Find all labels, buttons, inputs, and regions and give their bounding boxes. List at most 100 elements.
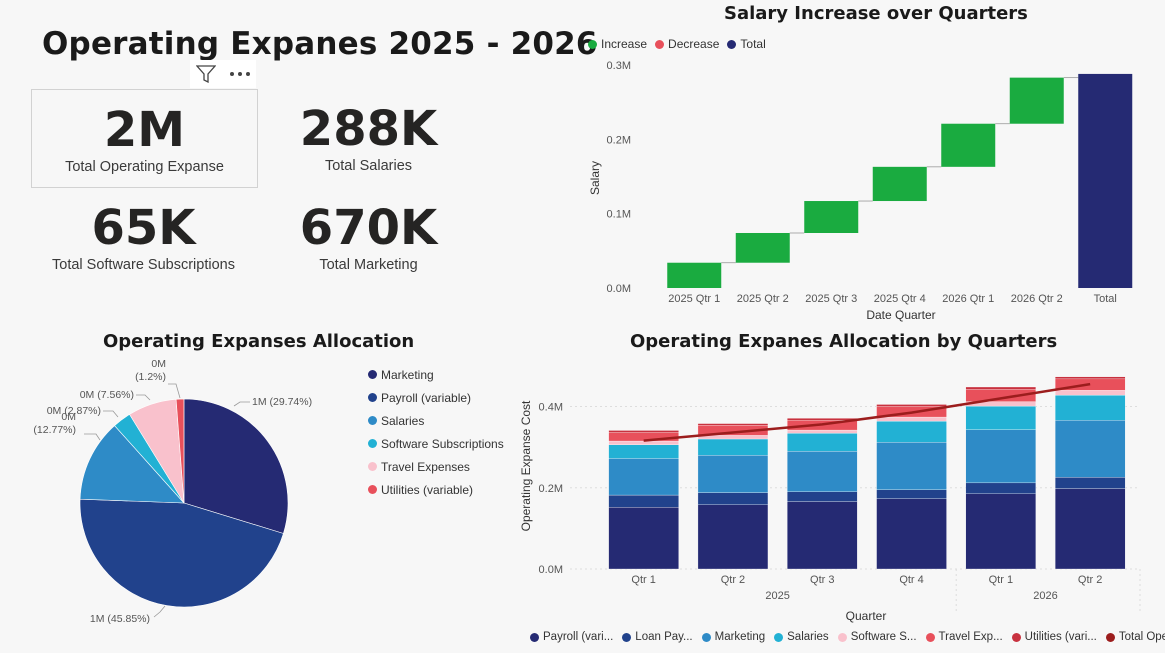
stacked-segment bbox=[608, 458, 679, 496]
increase-bar bbox=[804, 201, 859, 233]
stacked-segment bbox=[787, 501, 858, 570]
stacked-chart-title: Operating Expanes Allocation by Quarters bbox=[630, 331, 1058, 352]
stacked-segment bbox=[608, 444, 679, 459]
more-options-icon[interactable] bbox=[224, 60, 256, 88]
kpi-card-total-operating-expanse[interactable]: 2M Total Operating Expanse bbox=[31, 89, 258, 188]
slice-label: 1M (29.74%) bbox=[252, 396, 312, 408]
stacked-segment bbox=[876, 404, 947, 407]
legend-dot-icon bbox=[925, 632, 935, 642]
stacked-segment bbox=[697, 438, 769, 456]
slice-label: (12.77%) bbox=[33, 424, 76, 436]
legend-dot-icon bbox=[368, 370, 377, 379]
kpi-card-total-marketing[interactable]: 670K Total Marketing bbox=[256, 188, 481, 285]
pie-legend-item[interactable]: Salaries bbox=[368, 409, 504, 432]
kpi-label: Total Marketing bbox=[319, 257, 418, 273]
pie-legend-item[interactable]: Travel Expenses bbox=[368, 455, 504, 478]
y-axis-title: Salary bbox=[588, 161, 602, 195]
legend-label: Travel Expenses bbox=[381, 459, 470, 474]
stacked-legend-item[interactable]: Salaries bbox=[774, 631, 829, 643]
legend-dot-icon bbox=[837, 632, 847, 642]
stacked-segment bbox=[876, 489, 947, 499]
legend-item-decrease[interactable]: Decrease bbox=[655, 37, 719, 51]
y-tick-label: 0.3M bbox=[607, 60, 631, 72]
y-tick-label: 0.0M bbox=[607, 283, 631, 295]
stacked-segment bbox=[876, 416, 947, 422]
kpi-label: Total Software Subscriptions bbox=[52, 257, 235, 273]
legend-label: Salaries bbox=[787, 631, 829, 643]
kpi-value: 65K bbox=[91, 200, 196, 256]
stacked-legend-item[interactable]: Loan Pay... bbox=[622, 631, 693, 643]
stacked-legend-item[interactable]: Marketing bbox=[701, 631, 766, 643]
stacked-segment bbox=[608, 494, 679, 508]
stacked-segment bbox=[965, 493, 1037, 570]
waterfall-chart: 0.0M 0.1M 0.2M 0.3M Salary 2025 Qtr 1 2025 Qtr… bbox=[588, 60, 1133, 322]
stacked-legend-item[interactable]: Software S... bbox=[837, 631, 917, 643]
pie-legend-item[interactable]: Payroll (variable) bbox=[368, 386, 504, 409]
kpi-label: Total Salaries bbox=[324, 158, 413, 174]
stacked-segment bbox=[1055, 390, 1126, 396]
legend-label: Decrease bbox=[668, 37, 720, 51]
stacked-segment bbox=[697, 423, 769, 426]
legend-item-total[interactable]: Total bbox=[727, 37, 766, 51]
legend-label: Total bbox=[740, 37, 766, 51]
legend-item-increase[interactable]: Increase bbox=[588, 37, 647, 51]
stacked-segment bbox=[876, 420, 947, 443]
pie-chart-title: Operating Expanses Allocation bbox=[103, 331, 415, 352]
pie-slice bbox=[183, 398, 289, 534]
pie-legend-item[interactable]: Software Subscriptions bbox=[368, 432, 504, 455]
stacked-legend-item[interactable]: Total Oper... bbox=[1105, 631, 1165, 643]
stacked-legend: Payroll (vari... Loan Pay... Marketing Sala… bbox=[530, 631, 1165, 643]
kpi-card-total-software-subscriptions[interactable]: 65K Total Software Subscriptions bbox=[31, 188, 256, 285]
pie-chart: 1M (29.74%)1M (45.85%)0M(12.77%)0M (2.87… bbox=[33, 360, 312, 625]
increase-bar bbox=[872, 166, 927, 202]
stacked-segment bbox=[965, 386, 1037, 390]
stacked-bar-chart: 0.0M 0.2M 0.4M Operating Expanse Cost Qtr 1 Q… bbox=[519, 376, 1141, 623]
x-tick-label: Qtr 1 bbox=[631, 574, 655, 586]
slice-label: 0M (2.87%) bbox=[47, 405, 101, 417]
stacked-segment bbox=[1055, 477, 1126, 489]
stacked-segment bbox=[608, 430, 679, 433]
kpi-label: Total Operating Expanse bbox=[65, 159, 224, 175]
x-tick-label: Qtr 1 bbox=[989, 574, 1013, 586]
x-tick-label: Total bbox=[1094, 293, 1117, 305]
legend-dot-icon bbox=[368, 439, 377, 448]
leader-line bbox=[233, 401, 250, 407]
x-tick-label: 2026 Qtr 2 bbox=[1011, 293, 1063, 305]
pie-legend-item[interactable]: Marketing bbox=[368, 363, 504, 386]
increase-bar bbox=[941, 123, 996, 167]
leader-line bbox=[84, 433, 101, 441]
x-tick-label: Qtr 3 bbox=[810, 574, 834, 586]
stacked-legend-item[interactable]: Utilities (vari... bbox=[1011, 631, 1097, 643]
stacked-legend-item[interactable]: Travel Exp... bbox=[925, 631, 1003, 643]
stacked-segment bbox=[1055, 376, 1126, 380]
stacked-segment bbox=[1055, 394, 1126, 421]
x-tick-label: Qtr 2 bbox=[721, 574, 745, 586]
legend-label: Marketing bbox=[381, 367, 434, 382]
legend-label: Increase bbox=[601, 37, 648, 51]
kpi-card-total-salaries[interactable]: 288K Total Salaries bbox=[256, 89, 481, 186]
increase-bar bbox=[735, 232, 790, 263]
x-axis-title: Quarter bbox=[846, 609, 887, 623]
slice-label: 1M (45.85%) bbox=[90, 613, 150, 625]
waterfall-legend: Increase Decrease Total bbox=[588, 37, 766, 51]
legend-label: Travel Exp... bbox=[938, 631, 1003, 643]
x-tick-label: Qtr 2 bbox=[1078, 574, 1102, 586]
filter-icon[interactable] bbox=[190, 60, 222, 88]
stacked-segment bbox=[787, 491, 858, 502]
x-tick-label: Qtr 4 bbox=[899, 574, 923, 586]
x-tick-label: 2026 Qtr 1 bbox=[942, 293, 994, 305]
stacked-segment bbox=[876, 498, 947, 570]
y-tick-label: 0.1M bbox=[607, 209, 631, 221]
leader-line bbox=[103, 410, 119, 418]
legend-label: Marketing bbox=[714, 631, 766, 643]
legend-dot-icon bbox=[655, 39, 665, 49]
legend-label: Loan Pay... bbox=[635, 631, 693, 643]
x-tick-label: 2025 Qtr 4 bbox=[874, 293, 926, 305]
stacked-legend-item[interactable]: Payroll (vari... bbox=[530, 631, 613, 643]
page-title: Operating Expanes 2025 - 2026 bbox=[42, 26, 598, 62]
increase-bar bbox=[667, 262, 722, 288]
legend-dot-icon bbox=[1105, 632, 1115, 642]
legend-label: Total Oper... bbox=[1118, 631, 1165, 643]
stacked-segment bbox=[965, 405, 1037, 430]
pie-legend-item[interactable]: Utilities (variable) bbox=[368, 478, 504, 501]
